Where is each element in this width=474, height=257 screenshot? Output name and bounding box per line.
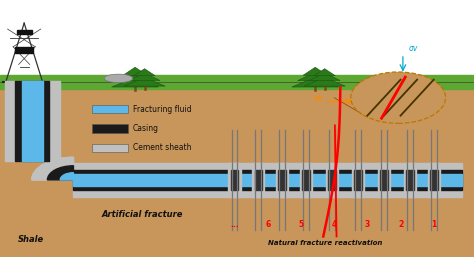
Bar: [15, 47, 34, 53]
Text: Cement sheath: Cement sheath: [133, 143, 191, 152]
Bar: [92, 124, 128, 133]
Bar: [300, 163, 312, 197]
Bar: [380, 170, 388, 190]
Bar: [0, 75, 474, 89]
Bar: [73, 174, 462, 186]
Wedge shape: [47, 166, 73, 180]
Bar: [404, 163, 416, 197]
Polygon shape: [112, 77, 158, 87]
Bar: [92, 105, 128, 113]
Text: 6: 6: [265, 220, 271, 230]
Bar: [428, 163, 440, 197]
Wedge shape: [32, 157, 73, 180]
Bar: [17, 30, 32, 34]
Polygon shape: [298, 72, 333, 81]
Wedge shape: [32, 157, 80, 183]
Text: Artificial fracture: Artificial fracture: [101, 210, 183, 219]
Bar: [278, 170, 286, 190]
Bar: [430, 170, 438, 190]
Bar: [73, 170, 462, 190]
Bar: [354, 170, 362, 190]
Bar: [73, 163, 462, 197]
Polygon shape: [123, 67, 147, 75]
Polygon shape: [292, 77, 338, 87]
Text: σv: σv: [409, 44, 418, 53]
Bar: [252, 163, 264, 197]
Text: Shale: Shale: [18, 234, 44, 244]
Bar: [326, 163, 338, 197]
Polygon shape: [124, 78, 165, 86]
Text: Casing: Casing: [133, 124, 159, 133]
Text: Natural fracture reactivation: Natural fracture reactivation: [267, 240, 382, 246]
Polygon shape: [304, 78, 345, 86]
Bar: [0, 0, 474, 82]
Bar: [352, 163, 364, 197]
Wedge shape: [60, 173, 73, 180]
Polygon shape: [309, 73, 340, 80]
Text: 2: 2: [398, 220, 403, 230]
Circle shape: [351, 72, 446, 123]
Bar: [276, 163, 288, 197]
Polygon shape: [129, 73, 160, 80]
Text: 3: 3: [365, 220, 370, 230]
Bar: [231, 170, 238, 190]
Text: ...: ...: [230, 220, 239, 230]
Text: σh: σh: [313, 94, 323, 103]
Bar: [406, 170, 414, 190]
Text: Fracturing fluid: Fracturing fluid: [133, 105, 191, 114]
Polygon shape: [303, 67, 328, 75]
Bar: [92, 144, 128, 152]
Polygon shape: [118, 72, 153, 81]
Bar: [0, 82, 474, 257]
Text: 4: 4: [331, 220, 337, 230]
Bar: [302, 170, 310, 190]
Ellipse shape: [104, 74, 133, 83]
Polygon shape: [314, 69, 336, 76]
Bar: [328, 170, 336, 190]
Text: 1: 1: [431, 220, 437, 230]
Polygon shape: [134, 69, 155, 76]
Text: 5: 5: [299, 220, 303, 230]
Bar: [228, 163, 241, 197]
Bar: [255, 170, 262, 190]
Bar: [378, 163, 390, 197]
